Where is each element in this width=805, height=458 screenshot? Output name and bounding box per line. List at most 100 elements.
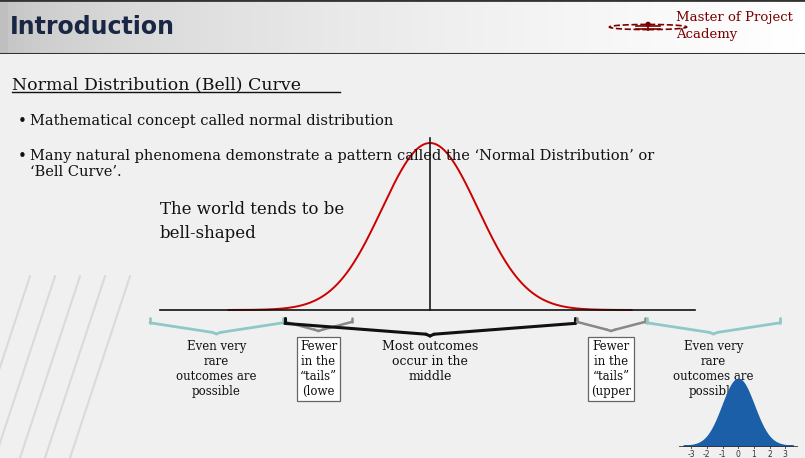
Bar — [636, 0, 644, 54]
Bar — [274, 0, 282, 54]
Bar — [378, 0, 386, 54]
Text: Fewer
in the
“tails”
(upper: Fewer in the “tails” (upper — [591, 340, 631, 398]
Bar — [177, 0, 185, 54]
Bar — [386, 0, 394, 54]
Bar — [692, 0, 700, 54]
Bar — [161, 0, 169, 54]
Bar — [684, 0, 692, 54]
Bar — [105, 0, 113, 54]
Bar — [121, 0, 129, 54]
Bar — [137, 0, 145, 54]
Bar — [515, 0, 523, 54]
Bar — [523, 0, 531, 54]
Bar — [773, 0, 781, 54]
Bar — [370, 0, 378, 54]
Bar — [467, 0, 475, 54]
Text: Even very
rare
outcomes are
possible: Even very rare outcomes are possible — [176, 340, 257, 398]
Text: Fewer
in the
“tails”
(lowe: Fewer in the “tails” (lowe — [300, 340, 337, 398]
Bar — [733, 0, 741, 54]
Text: ‘Bell Curve’.: ‘Bell Curve’. — [30, 165, 122, 179]
Bar — [411, 0, 419, 54]
Bar — [242, 0, 250, 54]
Bar — [72, 0, 81, 54]
Bar — [652, 0, 660, 54]
Bar — [306, 0, 314, 54]
Bar — [749, 0, 757, 54]
Bar — [596, 0, 604, 54]
Bar — [765, 0, 773, 54]
Bar — [129, 0, 137, 54]
Bar — [290, 0, 298, 54]
Bar — [153, 0, 161, 54]
Bar — [346, 0, 354, 54]
Bar — [266, 0, 274, 54]
Bar — [443, 0, 451, 54]
Bar — [362, 0, 370, 54]
Bar — [644, 0, 652, 54]
Text: Introduction: Introduction — [10, 15, 175, 39]
Bar — [394, 0, 402, 54]
Bar — [700, 0, 708, 54]
Bar — [588, 0, 596, 54]
Bar — [507, 0, 515, 54]
Bar — [531, 0, 539, 54]
Bar — [64, 0, 72, 54]
Bar — [193, 0, 201, 54]
Bar — [459, 0, 467, 54]
Bar — [32, 0, 40, 54]
Bar — [217, 0, 225, 54]
Text: 2: 2 — [767, 451, 772, 458]
Text: Normal Distribution (Bell) Curve: Normal Distribution (Bell) Curve — [12, 76, 301, 93]
Bar — [724, 0, 733, 54]
Bar — [80, 0, 89, 54]
Bar — [0, 0, 8, 54]
Bar — [580, 0, 588, 54]
Bar — [427, 0, 435, 54]
Bar — [716, 0, 724, 54]
Bar — [8, 0, 16, 54]
Bar — [547, 0, 555, 54]
Bar — [169, 0, 177, 54]
Bar — [564, 0, 572, 54]
Bar — [628, 0, 636, 54]
Bar — [338, 0, 346, 54]
Bar — [668, 0, 676, 54]
Bar — [676, 0, 684, 54]
Bar — [354, 0, 362, 54]
Text: Master of Project
Academy: Master of Project Academy — [676, 11, 793, 41]
Bar — [604, 0, 612, 54]
Text: Even very
rare
outcomes are
possible: Even very rare outcomes are possible — [673, 340, 753, 398]
Bar — [708, 0, 716, 54]
Bar — [612, 0, 620, 54]
Bar — [24, 0, 32, 54]
Bar — [491, 0, 499, 54]
Bar — [322, 0, 330, 54]
Text: -1: -1 — [719, 451, 726, 458]
Bar — [499, 0, 507, 54]
Bar — [250, 0, 258, 54]
Bar — [757, 0, 765, 54]
Text: Most outcomes
occur in the
middle: Most outcomes occur in the middle — [382, 340, 478, 383]
Text: •: • — [18, 114, 27, 129]
Bar — [113, 0, 121, 54]
Text: •: • — [18, 149, 27, 164]
Bar — [97, 0, 105, 54]
Bar — [419, 0, 427, 54]
Bar — [483, 0, 491, 54]
Bar — [475, 0, 483, 54]
Text: 0: 0 — [736, 451, 741, 458]
Text: 1: 1 — [752, 451, 756, 458]
Bar — [282, 0, 290, 54]
Bar — [40, 0, 48, 54]
Text: -3: -3 — [687, 451, 695, 458]
Bar — [402, 0, 411, 54]
Text: 3: 3 — [782, 451, 787, 458]
Bar — [789, 0, 797, 54]
Text: The world tends to be
bell-shaped: The world tends to be bell-shaped — [160, 201, 345, 241]
Text: Many natural phenomena demonstrate a pattern called the ‘Normal Distribution’ or: Many natural phenomena demonstrate a pat… — [30, 149, 654, 163]
Bar — [435, 0, 443, 54]
Bar — [330, 0, 338, 54]
Bar — [225, 0, 233, 54]
Bar — [741, 0, 749, 54]
Bar — [314, 0, 322, 54]
